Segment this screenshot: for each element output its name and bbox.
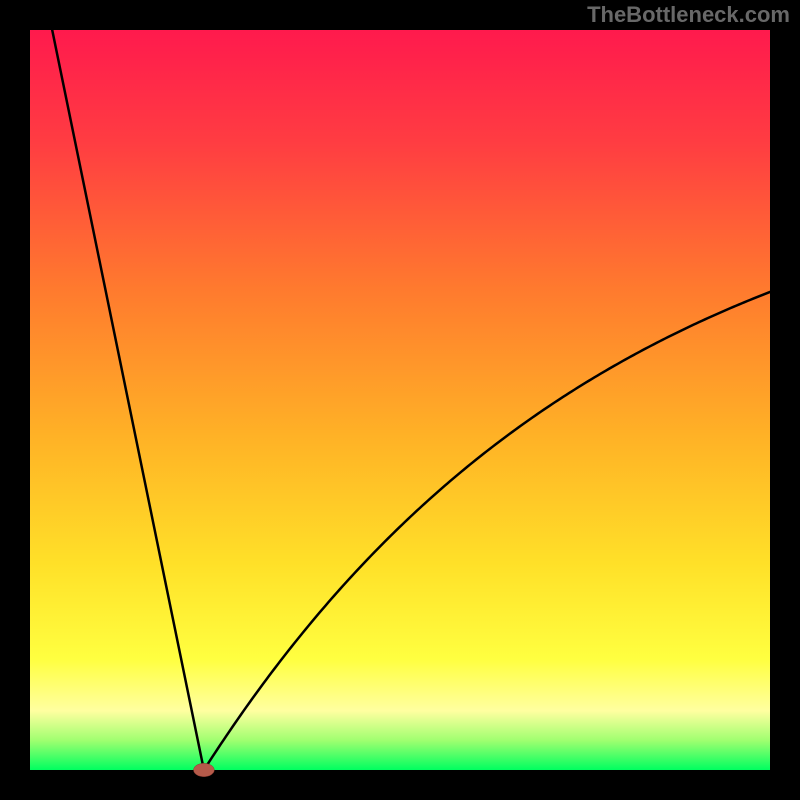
optimal-marker [194,763,215,776]
plot-background [30,30,770,770]
chart-container: TheBottleneck.com [0,0,800,800]
watermark-text: TheBottleneck.com [587,2,790,28]
gradient-chart [0,0,800,800]
